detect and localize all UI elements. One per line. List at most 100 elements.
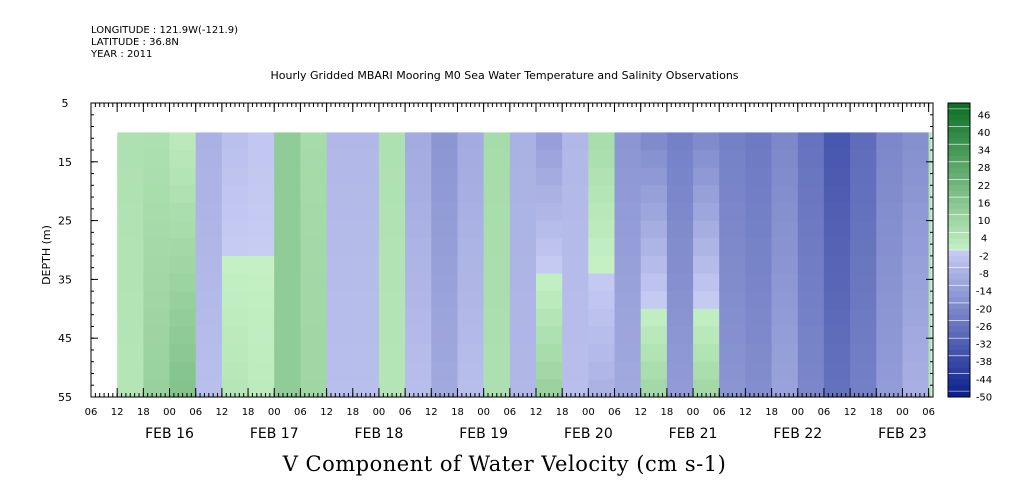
heatmap-cell — [745, 308, 773, 327]
heatmap-cell — [928, 255, 932, 275]
heatmap-cell — [876, 255, 904, 275]
heatmap-cell — [274, 273, 301, 292]
heatmap-cell — [509, 379, 537, 398]
heatmap-cell — [797, 132, 825, 151]
heatmap-cell — [352, 344, 380, 363]
heatmap-cell — [274, 150, 301, 169]
heatmap-cell — [588, 326, 616, 345]
heatmap-cell — [195, 150, 223, 169]
colorbar-swatch — [948, 373, 970, 380]
heatmap-cell — [326, 291, 354, 310]
heatmap-cell — [405, 361, 432, 380]
heatmap-cell — [588, 379, 616, 398]
x-hour-label: 18 — [556, 407, 569, 418]
heatmap-cell — [823, 361, 851, 380]
heatmap-cell — [588, 344, 616, 363]
heatmap-cell — [221, 326, 249, 345]
heatmap-cell — [614, 255, 642, 275]
heatmap-cell — [195, 220, 223, 239]
heatmap-cell — [850, 361, 877, 380]
heatmap-cell — [693, 132, 720, 151]
heatmap-cell — [352, 326, 380, 345]
heatmap-cell — [614, 291, 642, 310]
heatmap-cell — [823, 344, 851, 363]
heatmap-cell — [771, 255, 799, 275]
heatmap-cell — [666, 238, 694, 257]
heatmap-cell — [928, 132, 932, 151]
heatmap-cell — [221, 220, 249, 239]
heatmap-cell — [326, 203, 354, 222]
heatmap-cell — [405, 255, 432, 275]
heatmap-cell — [483, 203, 511, 222]
colorbar-swatch — [948, 250, 970, 257]
heatmap-cell — [693, 361, 720, 380]
colorbar-swatch — [948, 308, 970, 315]
y-tick-label: 25 — [58, 215, 72, 228]
heatmap-cell — [902, 273, 930, 292]
heatmap-cell — [614, 203, 642, 222]
heatmap-cell — [431, 167, 459, 186]
heatmap-cell — [562, 344, 589, 363]
heatmap-cell — [588, 167, 616, 186]
heatmap-cell — [745, 150, 773, 169]
heatmap-cell — [248, 379, 275, 398]
heatmap-cell — [850, 203, 877, 222]
heatmap-cell — [928, 361, 932, 380]
heatmap-cell — [719, 361, 746, 380]
heatmap-cell — [221, 185, 249, 204]
heatmap-cell — [405, 273, 432, 292]
heatmap-cell — [248, 150, 275, 169]
heatmap-cell — [169, 203, 197, 222]
x-axis-ticks: 06 12 18 00 06 12 18 00 06 12 18 00 06 12 18 00 06 12 18 00… — [85, 103, 935, 442]
heatmap-cell — [248, 273, 275, 292]
colorbar-swatch — [948, 379, 970, 386]
x-hour-label: 00 — [477, 407, 490, 418]
heatmap-cell — [143, 308, 171, 327]
heatmap-cell — [823, 167, 851, 186]
heatmap-cell — [666, 150, 694, 169]
heatmap-cell — [117, 291, 144, 310]
colorbar-swatch — [948, 155, 970, 163]
heatmap-cell — [693, 185, 720, 204]
heatmap-cell — [928, 150, 932, 169]
heatmap-cell — [405, 326, 432, 345]
colorbar-swatch — [948, 314, 970, 321]
heatmap-cell — [719, 132, 746, 151]
heatmap-cell — [823, 255, 851, 275]
heatmap-cell — [876, 379, 904, 398]
heatmap-cell — [300, 291, 328, 310]
heatmap-cell — [352, 273, 380, 292]
heatmap-cell — [640, 150, 668, 169]
heatmap-cell — [274, 255, 301, 275]
x-date-label: FEB 23 — [878, 426, 927, 442]
heatmap-cell — [876, 326, 904, 345]
heatmap-cell — [221, 273, 249, 292]
heatmap-cell — [248, 308, 275, 327]
heatmap-cell — [928, 308, 932, 327]
heatmap-cell — [248, 220, 275, 239]
heatmap-cell — [928, 273, 932, 292]
heatmap-cell — [614, 361, 642, 380]
heatmap-cell — [169, 238, 197, 257]
heatmap-cell — [719, 238, 746, 257]
heatmap-cell — [405, 167, 432, 186]
heatmap-cell — [248, 132, 275, 151]
heatmap-cell — [797, 308, 825, 327]
heatmap-cell — [378, 326, 406, 345]
heatmap-cell — [693, 167, 720, 186]
heatmap-cell — [588, 150, 616, 169]
heatmap-cell — [771, 344, 799, 363]
heatmap-cell — [876, 185, 904, 204]
colorbar-swatch — [948, 391, 970, 398]
heatmap-cell — [928, 185, 932, 204]
heatmap-cell — [771, 238, 799, 257]
x-hour-label: 12 — [634, 407, 647, 418]
heatmap-cell — [562, 238, 589, 257]
heatmap-cell — [666, 185, 694, 204]
heatmap-cell — [352, 238, 380, 257]
x-hour-label: 12 — [216, 407, 229, 418]
heatmap-cell — [745, 167, 773, 186]
heatmap-cell — [431, 185, 459, 204]
heatmap-cell — [745, 220, 773, 239]
heatmap-cell — [536, 344, 563, 363]
